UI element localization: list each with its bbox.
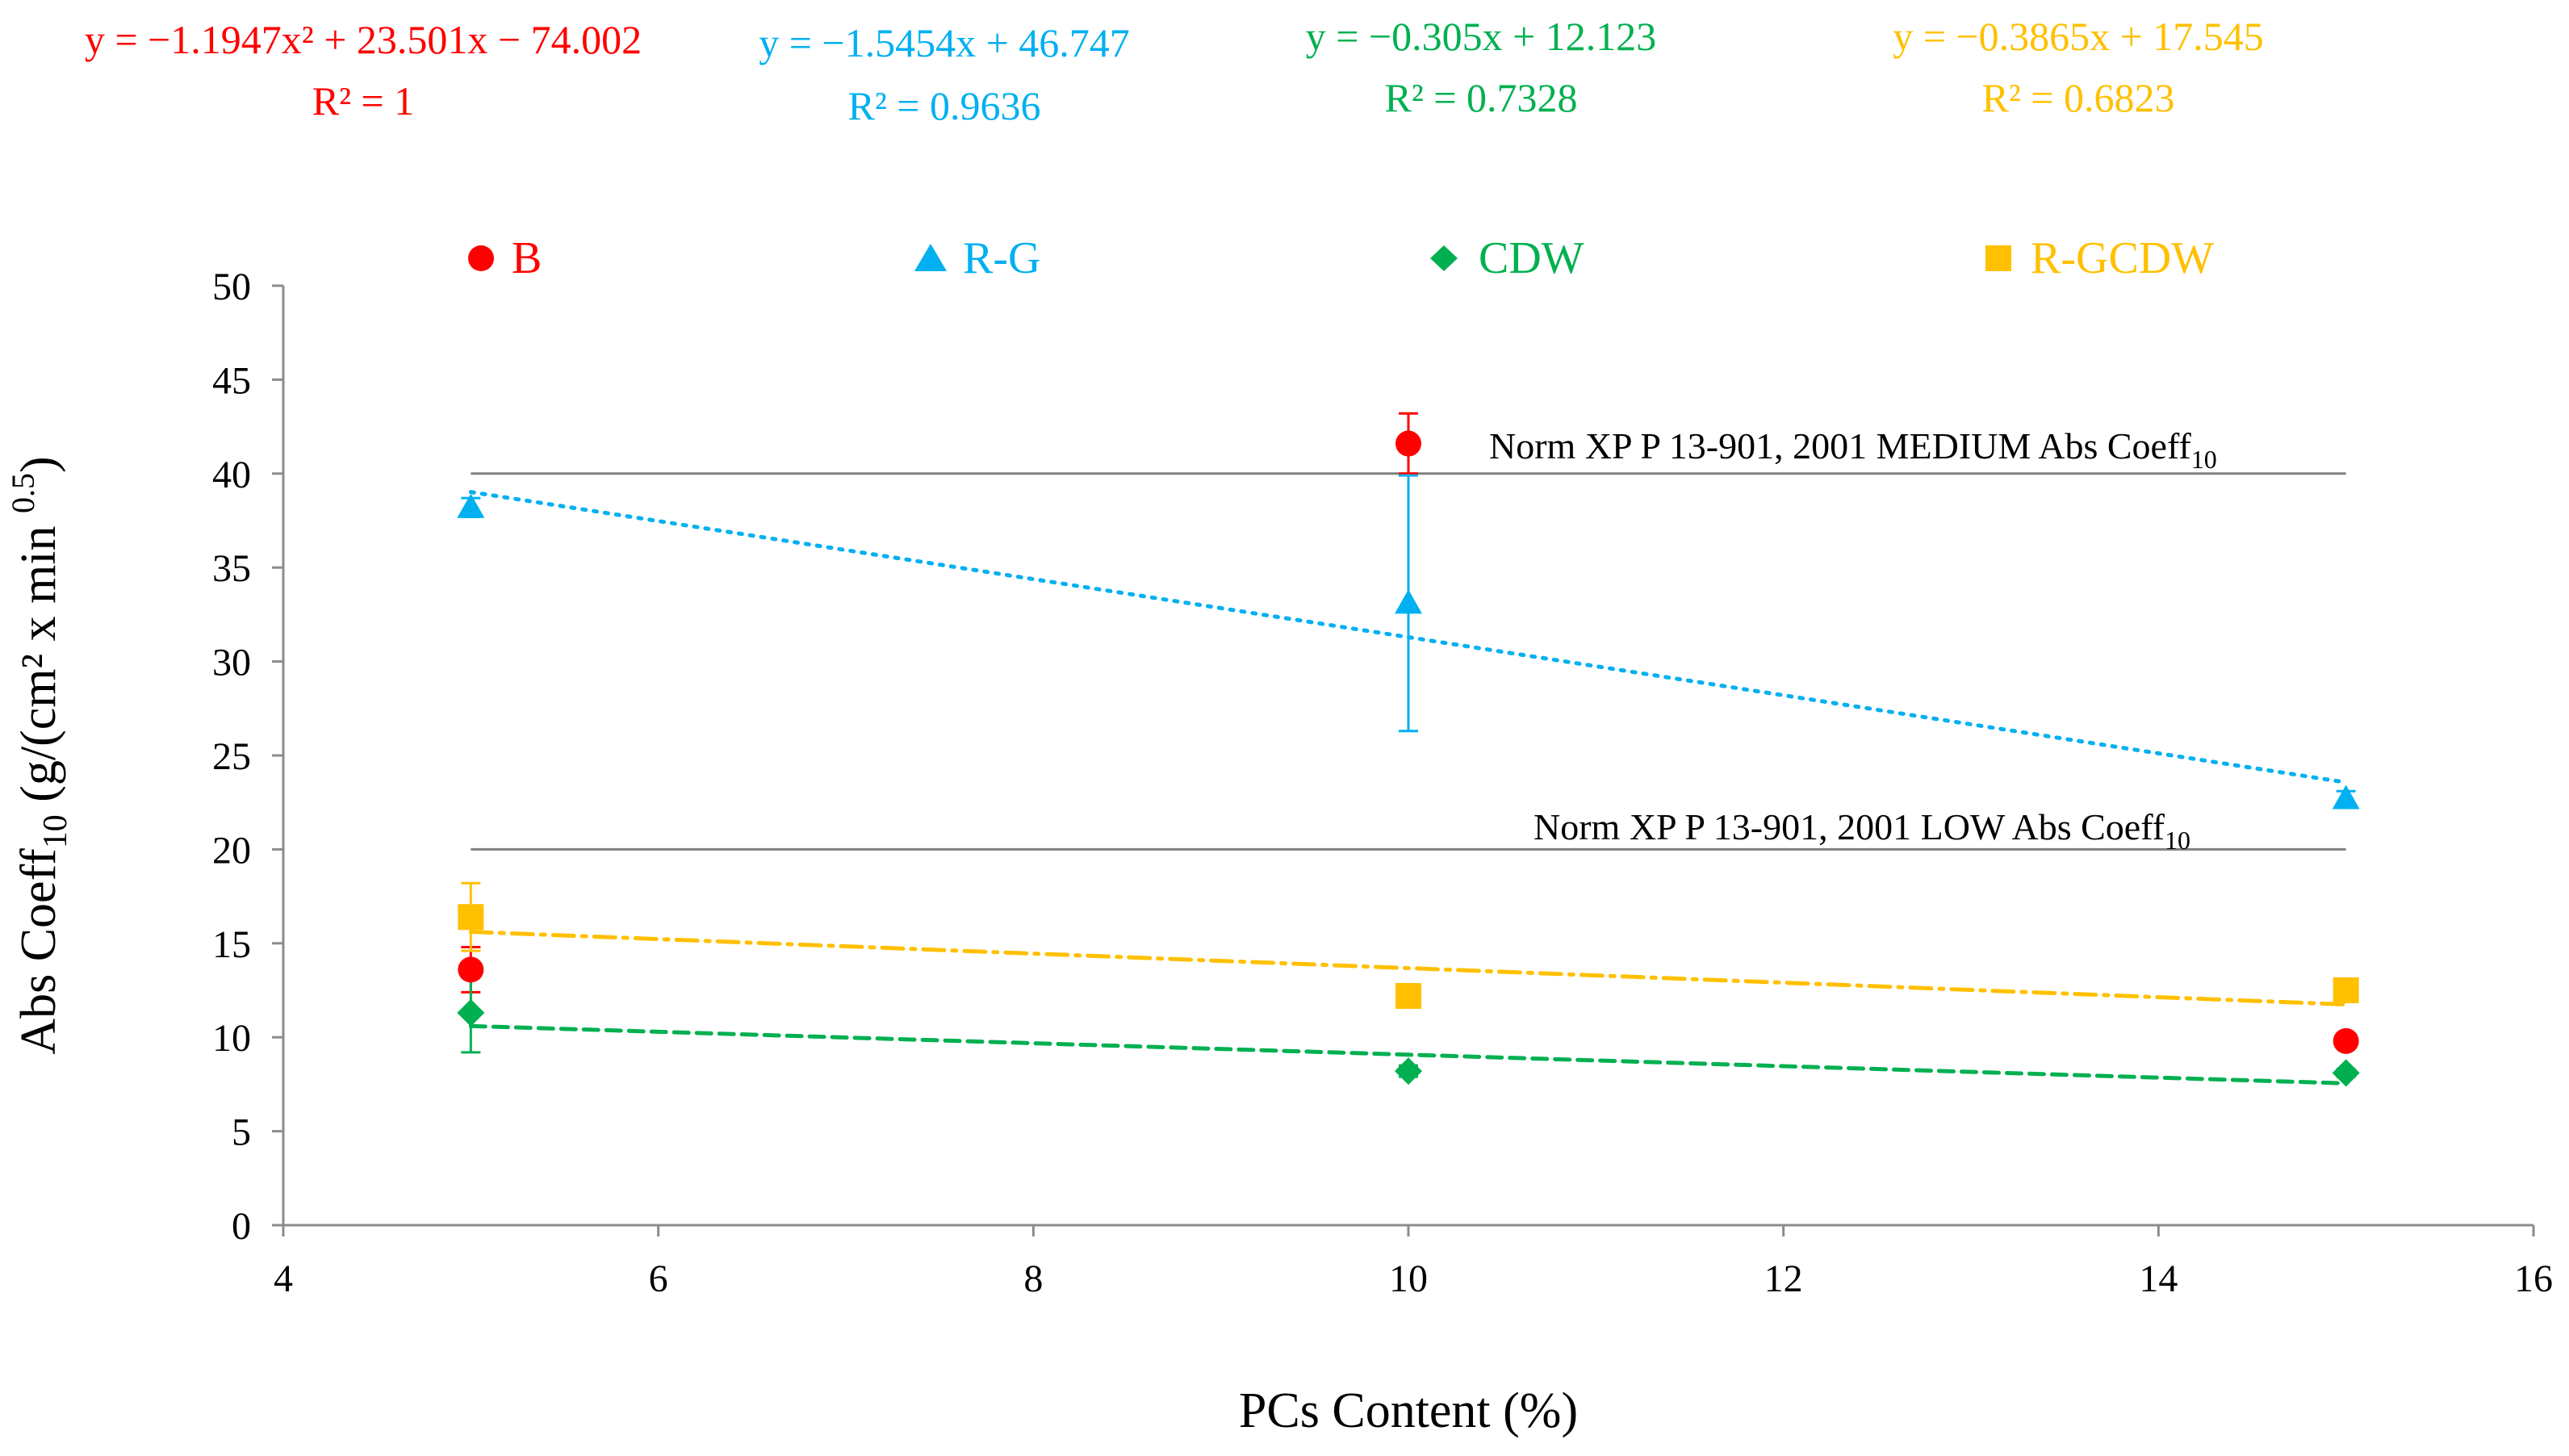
data-point-cdw <box>2332 1059 2360 1087</box>
x-tick-label: 12 <box>1764 1257 1803 1300</box>
data-point-r-gcdw <box>1395 982 1421 1009</box>
legend: B R-G CDW R-GCDW <box>468 233 2214 283</box>
y-tick-label: 45 <box>212 359 251 402</box>
y-tick-label: 25 <box>212 735 251 778</box>
data-point-b <box>1395 430 1421 457</box>
x-tick-label: 16 <box>2514 1257 2553 1300</box>
x-tick-label: 14 <box>2139 1257 2178 1300</box>
r2-rg: R² = 0.9636 <box>847 83 1040 128</box>
equation-labels: y = −1.1947x² + 23.501x − 74.002 R² = 1 … <box>85 14 2264 128</box>
x-tick-label: 6 <box>649 1257 668 1300</box>
y-tick-label: 5 <box>232 1111 251 1154</box>
x-axis-title: PCs Content (%) <box>1239 1383 1578 1438</box>
legend-marker-rgcdw <box>1985 245 2011 271</box>
y-tick-label: 0 <box>232 1205 251 1248</box>
r2-b: R² = 1 <box>312 78 415 123</box>
y-tick-label: 35 <box>212 547 251 590</box>
x-tick-label: 10 <box>1389 1257 1428 1300</box>
data-points <box>457 430 2360 1087</box>
legend-marker-cdw <box>1430 245 1458 271</box>
r2-rgcdw: R² = 0.6823 <box>1981 75 2174 120</box>
r2-cdw: R² = 0.7328 <box>1384 75 1577 120</box>
axes: 0 5 10 15 20 25 30 35 40 45 50 4 6 8 10 12 14 16 <box>212 266 2553 1300</box>
data-point-cdw <box>457 998 485 1027</box>
y-tick-label: 50 <box>212 266 251 308</box>
data-point-r-g <box>2332 784 2360 810</box>
legend-label-b: B <box>512 233 542 283</box>
y-tick-label: 20 <box>212 829 251 872</box>
y-tick-label: 40 <box>212 454 251 496</box>
reference-lines: Norm XP P 13-901, 2001 MEDIUM Abs Coeff1… <box>471 425 2346 855</box>
data-point-r-g <box>457 493 485 518</box>
data-point-r-gcdw <box>458 904 484 931</box>
legend-marker-b <box>468 245 494 271</box>
trendline-r-gcdw <box>468 930 2349 1007</box>
legend-label-rgcdw: R-GCDW <box>2031 233 2214 283</box>
data-point-r-g <box>1395 589 1422 614</box>
y-tick-label: 15 <box>212 923 251 966</box>
data-point-b <box>2333 1027 2359 1054</box>
trendline-cdw <box>468 1023 2349 1086</box>
error-bars <box>461 412 2356 1078</box>
x-tick-label: 8 <box>1023 1257 1043 1300</box>
data-point-b <box>458 956 484 983</box>
data-point-cdw <box>1395 1057 1422 1086</box>
x-ticks: 4 6 8 10 12 14 16 <box>274 1225 2553 1300</box>
legend-marker-rg <box>914 244 947 271</box>
y-tick-label: 10 <box>212 1017 251 1060</box>
equation-b: y = −1.1947x² + 23.501x − 74.002 <box>85 17 642 62</box>
equation-rg: y = −1.5454x + 46.747 <box>759 20 1130 65</box>
legend-label-cdw: CDW <box>1479 233 1584 283</box>
y-tick-label: 30 <box>212 642 251 684</box>
reference-label-medium: Norm XP P 13-901, 2001 MEDIUM Abs Coeff1… <box>1489 425 2217 474</box>
x-tick-label: 4 <box>274 1257 293 1300</box>
y-ticks: 0 5 10 15 20 25 30 35 40 45 50 <box>212 266 283 1248</box>
legend-label-rg: R-G <box>963 233 1040 283</box>
reference-label-low: Norm XP P 13-901, 2001 LOW Abs Coeff10 <box>1533 806 2190 855</box>
equation-rgcdw: y = −0.3865x + 17.545 <box>1893 14 2264 59</box>
y-axis-title: Abs Coeff10 (g/(cm² x min 0.5) <box>5 456 74 1054</box>
equation-cdw: y = −0.305x + 12.123 <box>1306 14 1657 59</box>
data-point-r-gcdw <box>2333 977 2359 1003</box>
